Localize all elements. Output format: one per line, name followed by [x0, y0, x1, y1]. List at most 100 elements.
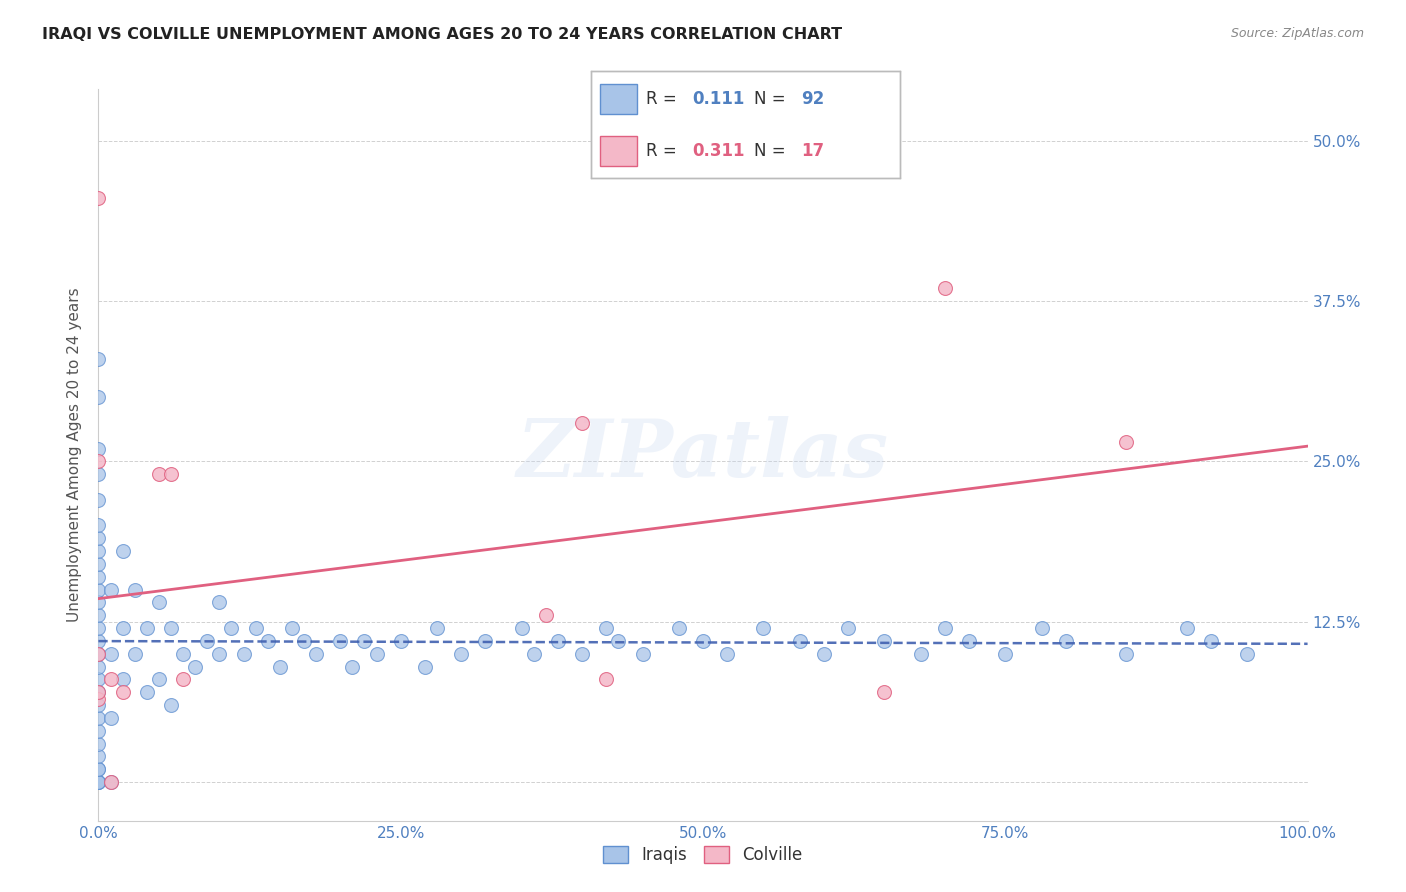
Point	[160, 698, 183, 713]
Point	[100, 673, 122, 687]
Point	[595, 621, 617, 635]
Point	[87, 544, 110, 558]
Text: IRAQI VS COLVILLE UNEMPLOYMENT AMONG AGES 20 TO 24 YEARS CORRELATION CHART: IRAQI VS COLVILLE UNEMPLOYMENT AMONG AGE…	[42, 27, 842, 42]
Point	[87, 570, 110, 584]
Point	[221, 621, 243, 635]
Text: ZIPatlas: ZIPatlas	[517, 417, 889, 493]
Point	[148, 595, 170, 609]
Point	[87, 647, 110, 661]
Point	[607, 634, 630, 648]
Text: R =: R =	[647, 90, 682, 108]
Point	[87, 454, 110, 468]
Point	[292, 634, 315, 648]
Point	[281, 621, 304, 635]
Point	[1031, 621, 1053, 635]
Point	[910, 647, 932, 661]
Point	[87, 775, 110, 789]
Bar	[600, 84, 637, 114]
Point	[87, 762, 110, 776]
Point	[837, 621, 859, 635]
Point	[474, 634, 496, 648]
Point	[87, 532, 110, 546]
Text: N =: N =	[755, 90, 792, 108]
Point	[547, 634, 569, 648]
Point	[87, 518, 110, 533]
Point	[111, 621, 134, 635]
Point	[994, 647, 1017, 661]
Point	[148, 673, 170, 687]
Point	[1054, 634, 1077, 648]
Point	[87, 775, 110, 789]
Point	[571, 647, 593, 661]
Point	[87, 621, 110, 635]
Point	[87, 582, 110, 597]
Point	[1236, 647, 1258, 661]
Point	[305, 647, 328, 661]
Point	[87, 351, 110, 366]
Point	[87, 691, 110, 706]
Point	[631, 647, 654, 661]
Point	[1175, 621, 1198, 635]
Point	[353, 634, 375, 648]
Point	[716, 647, 738, 661]
Text: 0.311: 0.311	[693, 142, 745, 160]
Point	[450, 647, 472, 661]
Point	[100, 775, 122, 789]
Point	[426, 621, 449, 635]
Text: N =: N =	[755, 142, 792, 160]
Point	[789, 634, 811, 648]
Point	[87, 685, 110, 699]
Point	[135, 685, 157, 699]
Point	[135, 621, 157, 635]
Point	[1199, 634, 1222, 648]
Point	[87, 442, 110, 456]
Point	[208, 595, 231, 609]
Point	[87, 659, 110, 673]
Point	[87, 775, 110, 789]
Point	[571, 416, 593, 430]
Point	[232, 647, 254, 661]
Point	[87, 492, 110, 507]
Point	[87, 711, 110, 725]
Text: Source: ZipAtlas.com: Source: ZipAtlas.com	[1230, 27, 1364, 40]
Point	[934, 621, 956, 635]
Point	[389, 634, 412, 648]
Point	[111, 673, 134, 687]
Point	[87, 673, 110, 687]
Legend: Iraqis, Colville: Iraqis, Colville	[596, 839, 810, 871]
Point	[124, 647, 146, 661]
Point	[957, 634, 980, 648]
Point	[100, 775, 122, 789]
Text: 0.111: 0.111	[693, 90, 745, 108]
Point	[342, 659, 364, 673]
Point	[329, 634, 352, 648]
Point	[87, 191, 110, 205]
Point	[87, 737, 110, 751]
Point	[87, 608, 110, 623]
Point	[366, 647, 388, 661]
Point	[510, 621, 533, 635]
Point	[934, 281, 956, 295]
Point	[111, 544, 134, 558]
Point	[87, 390, 110, 404]
Point	[100, 711, 122, 725]
Text: 92: 92	[801, 90, 824, 108]
Point	[87, 749, 110, 764]
Point	[87, 762, 110, 776]
Point	[595, 673, 617, 687]
Text: 17: 17	[801, 142, 824, 160]
Point	[87, 467, 110, 482]
Bar	[600, 136, 637, 166]
Point	[87, 557, 110, 571]
Point	[256, 634, 278, 648]
Point	[752, 621, 775, 635]
Point	[1115, 435, 1137, 450]
Y-axis label: Unemployment Among Ages 20 to 24 years: Unemployment Among Ages 20 to 24 years	[67, 287, 83, 623]
Point	[87, 698, 110, 713]
Point	[100, 647, 122, 661]
Point	[87, 723, 110, 738]
Point	[87, 634, 110, 648]
Point	[87, 647, 110, 661]
Point	[172, 673, 194, 687]
Point	[111, 685, 134, 699]
